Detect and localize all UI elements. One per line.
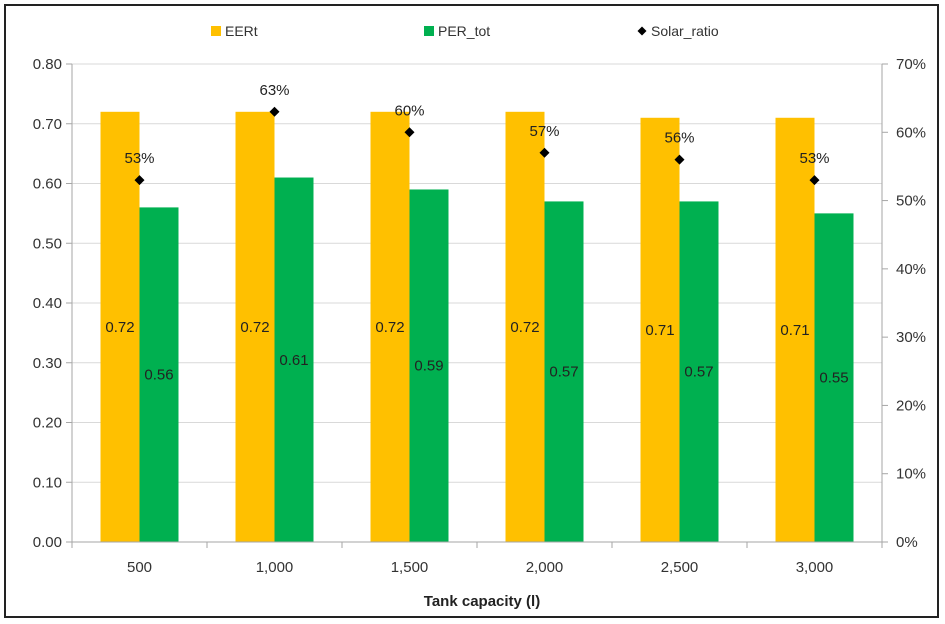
marker-solar-ratio xyxy=(404,127,415,138)
data-label-solar-ratio: 60% xyxy=(394,102,424,119)
x-tick-label: 1,000 xyxy=(256,559,294,576)
right-tick-label: 70% xyxy=(896,56,926,73)
left-tick-label: 0.20 xyxy=(33,415,62,432)
data-label-per-tot: 0.56 xyxy=(144,367,173,384)
axes: 0.00 0.10 0.20 0.30 0.40 0.50 0.60 0.70 0.80 0% 10… xyxy=(33,56,926,576)
legend-label: EERt xyxy=(225,23,258,39)
x-tick-label: 500 xyxy=(127,559,152,576)
right-tick-label: 0% xyxy=(896,534,918,551)
legend-swatch-solar-ratio xyxy=(637,26,647,36)
data-label-per-tot: 0.61 xyxy=(279,352,308,369)
legend-swatch-per-tot xyxy=(424,26,434,36)
marker-solar-ratio xyxy=(134,175,145,186)
markers xyxy=(134,106,820,186)
data-label-solar-ratio: 63% xyxy=(259,82,289,99)
bar-eert xyxy=(640,117,680,543)
right-tick-label: 10% xyxy=(896,466,926,483)
left-tick-label: 0.00 xyxy=(33,534,62,551)
data-labels: 0.72 0.56 53% 0.72 0.61 63% 0.72 0.59 60% 0.72 0.5… xyxy=(105,82,848,387)
chart-frame: 0.72 0.56 53% 0.72 0.61 63% 0.72 0.59 60% 0.72 0.5… xyxy=(4,4,939,618)
x-tick-label: 2,000 xyxy=(526,559,564,576)
data-label-solar-ratio: 57% xyxy=(529,123,559,140)
x-tick-label: 1,500 xyxy=(391,559,429,576)
bar-per-tot xyxy=(679,201,719,543)
bar-per-tot xyxy=(814,213,854,542)
chart: 0.72 0.56 53% 0.72 0.61 63% 0.72 0.59 60% 0.72 0.5… xyxy=(33,23,926,610)
right-tick-label: 40% xyxy=(896,261,926,278)
x-axis-title: Tank capacity (l) xyxy=(424,593,540,610)
left-tick-label: 0.40 xyxy=(33,295,62,312)
bar-eert xyxy=(505,111,545,543)
left-tick-label: 0.50 xyxy=(33,235,62,252)
marker-solar-ratio xyxy=(674,154,685,165)
bar-eert xyxy=(100,111,140,543)
marker-solar-ratio xyxy=(269,106,280,117)
data-label-per-tot: 0.57 xyxy=(549,364,578,381)
legend-label: Solar_ratio xyxy=(651,23,719,39)
data-label-eert: 0.72 xyxy=(375,319,404,336)
marker-solar-ratio xyxy=(809,175,820,186)
data-label-solar-ratio: 53% xyxy=(799,150,829,167)
bar-per-tot xyxy=(274,177,314,542)
right-tick-label: 30% xyxy=(896,329,926,346)
data-label-solar-ratio: 53% xyxy=(124,150,154,167)
data-label-per-tot: 0.55 xyxy=(819,370,848,387)
bar-eert xyxy=(235,111,275,543)
left-tick-label: 0.10 xyxy=(33,474,62,491)
left-tick-label: 0.70 xyxy=(33,116,62,133)
bar-per-tot xyxy=(409,189,449,542)
left-tick-label: 0.60 xyxy=(33,176,62,193)
bar-eert xyxy=(775,117,815,543)
bars xyxy=(100,111,854,543)
data-label-eert: 0.72 xyxy=(510,319,539,336)
data-label-eert: 0.72 xyxy=(105,319,134,336)
legend-swatch-eert xyxy=(211,26,221,36)
x-tick-label: 2,500 xyxy=(661,559,699,576)
data-label-per-tot: 0.57 xyxy=(684,364,713,381)
left-tick-label: 0.80 xyxy=(33,56,62,73)
bar-per-tot xyxy=(139,207,179,542)
data-label-eert: 0.71 xyxy=(780,322,809,339)
marker-solar-ratio xyxy=(539,147,550,158)
legend: EERt PER_tot Solar_ratio xyxy=(211,23,719,39)
right-tick-label: 20% xyxy=(896,397,926,414)
data-label-eert: 0.71 xyxy=(645,322,674,339)
data-label-solar-ratio: 56% xyxy=(664,130,694,147)
bar-eert xyxy=(370,111,410,543)
right-tick-label: 60% xyxy=(896,124,926,141)
legend-label: PER_tot xyxy=(438,23,490,39)
right-tick-label: 50% xyxy=(896,193,926,210)
bar-per-tot xyxy=(544,201,584,543)
x-tick-label: 3,000 xyxy=(796,559,834,576)
data-label-eert: 0.72 xyxy=(240,319,269,336)
data-label-per-tot: 0.59 xyxy=(414,358,443,375)
grid-lines xyxy=(72,63,882,483)
left-tick-label: 0.30 xyxy=(33,355,62,372)
